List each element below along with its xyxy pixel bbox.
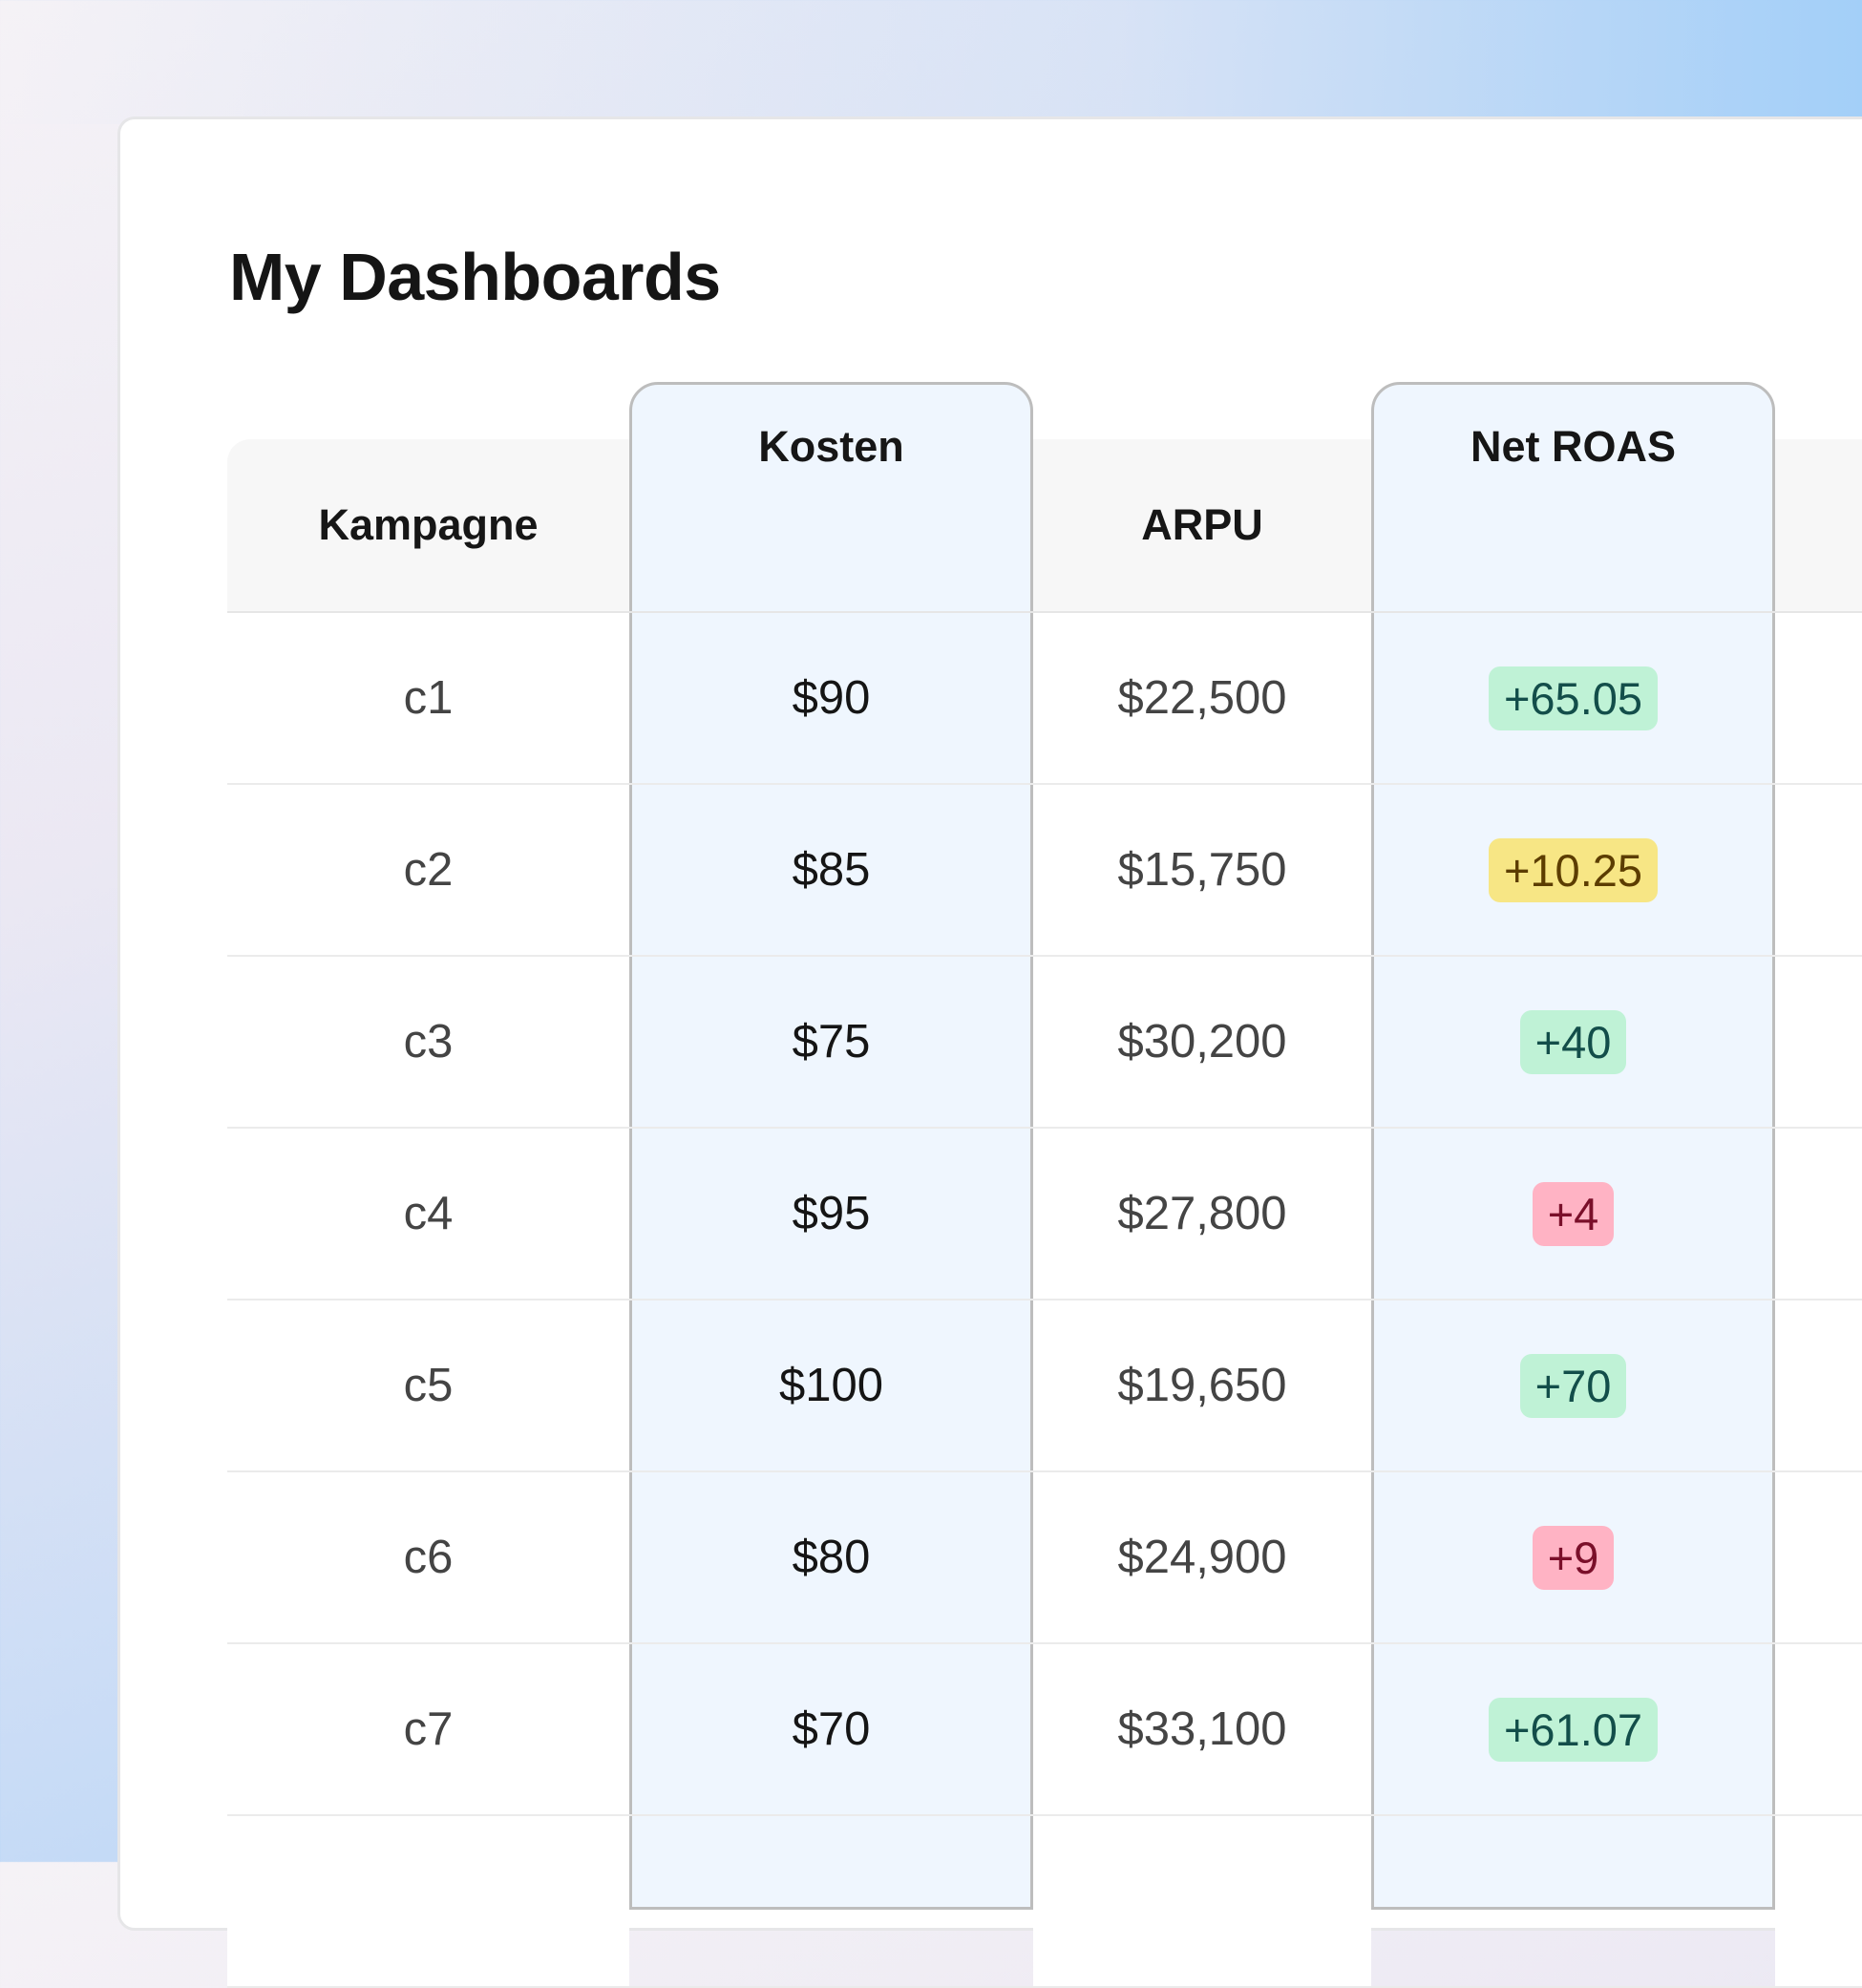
cell-arpu: $22,500 — [1033, 613, 1371, 783]
header-kampagne[interactable]: Kampagne — [227, 439, 629, 611]
cell-arpu: $27,800 — [1033, 1129, 1371, 1299]
cell-extra — [1775, 1644, 1862, 1814]
cell-net-roas: +4 — [1371, 1129, 1775, 1299]
cell-kosten: $70 — [792, 1703, 871, 1755]
cell-kosten: $100 — [778, 1360, 883, 1411]
cell-extra — [1775, 1129, 1862, 1299]
table-header: Kampagne Kosten ARPU Net ROAS — [227, 422, 1862, 611]
net-roas-badge: +70 — [1519, 1353, 1627, 1418]
highlight-column-net-roas — [1371, 382, 1775, 1910]
cell-extra — [1775, 1816, 1862, 1986]
cell-net-roas: +61.07 — [1371, 1644, 1775, 1814]
table-row[interactable]: c4 $95 $27,800 +4 — [227, 1129, 1862, 1301]
cell-net-roas: +70 — [1371, 1301, 1775, 1470]
cell-kampagne: c2 — [227, 785, 629, 955]
cell-arpu: $24,900 — [1033, 1472, 1371, 1642]
cell-extra — [1775, 1301, 1862, 1470]
cell-kosten: $85 — [792, 844, 871, 896]
cell-kampagne: c7 — [227, 1644, 629, 1814]
cell-extra — [1775, 613, 1862, 783]
header-arpu[interactable]: ARPU — [1033, 439, 1371, 611]
header-kosten[interactable]: Kosten — [758, 422, 904, 471]
cell-arpu: $15,750 — [1033, 785, 1371, 955]
table-row[interactable]: c3 $75 $30,200 +40 — [227, 957, 1862, 1129]
cell-extra — [1775, 1472, 1862, 1642]
cell-extra — [1775, 785, 1862, 955]
cell-kosten: $75 — [792, 1016, 871, 1068]
cell-kampagne: c3 — [227, 957, 629, 1127]
cell-arpu — [1033, 1816, 1371, 1986]
cell-net-roas: +10.25 — [1371, 785, 1775, 955]
cell-net-roas: +65.05 — [1371, 613, 1775, 783]
net-roas-badge: +65.05 — [1488, 666, 1659, 730]
cell-kosten: $80 — [792, 1532, 871, 1583]
net-roas-badge: +9 — [1532, 1525, 1615, 1590]
page-title: My Dashboards — [229, 240, 721, 314]
cell-extra — [1775, 957, 1862, 1127]
net-roas-badge: +61.07 — [1488, 1697, 1659, 1762]
table-row[interactable]: c1 $90 $22,500 +65.05 — [227, 613, 1862, 785]
cell-kampagne — [227, 1816, 629, 1986]
background-gradient — [0, 0, 1862, 124]
header-extra — [1775, 439, 1862, 611]
cell-kosten: $95 — [792, 1188, 871, 1239]
net-roas-badge: +10.25 — [1488, 837, 1659, 902]
cell-kampagne: c6 — [227, 1472, 629, 1642]
header-net-roas[interactable]: Net ROAS — [1470, 422, 1677, 471]
cell-net-roas: +9 — [1371, 1472, 1775, 1642]
table-row[interactable]: c6 $80 $24,900 +9 — [227, 1472, 1862, 1644]
cell-kosten — [629, 1816, 1033, 1986]
table-row[interactable] — [227, 1816, 1862, 1988]
cell-net-roas: +40 — [1371, 957, 1775, 1127]
cell-net-roas — [1371, 1816, 1775, 1986]
header-divider — [227, 611, 1862, 613]
cell-kosten: $90 — [792, 672, 871, 724]
cell-kampagne: c4 — [227, 1129, 629, 1299]
net-roas-badge: +4 — [1532, 1181, 1615, 1246]
cell-arpu: $33,100 — [1033, 1644, 1371, 1814]
cell-arpu: $19,650 — [1033, 1301, 1371, 1470]
cell-kampagne: c1 — [227, 613, 629, 783]
cell-arpu: $30,200 — [1033, 957, 1371, 1127]
highlight-column-kosten — [629, 382, 1033, 1910]
table-row[interactable]: c2 $85 $15,750 +10.25 — [227, 785, 1862, 957]
cell-kampagne: c5 — [227, 1301, 629, 1470]
table-row[interactable]: c5 $100 $19,650 +70 — [227, 1301, 1862, 1472]
table-row[interactable]: c7 $70 $33,100 +61.07 — [227, 1644, 1862, 1816]
net-roas-badge: +40 — [1519, 1009, 1627, 1074]
